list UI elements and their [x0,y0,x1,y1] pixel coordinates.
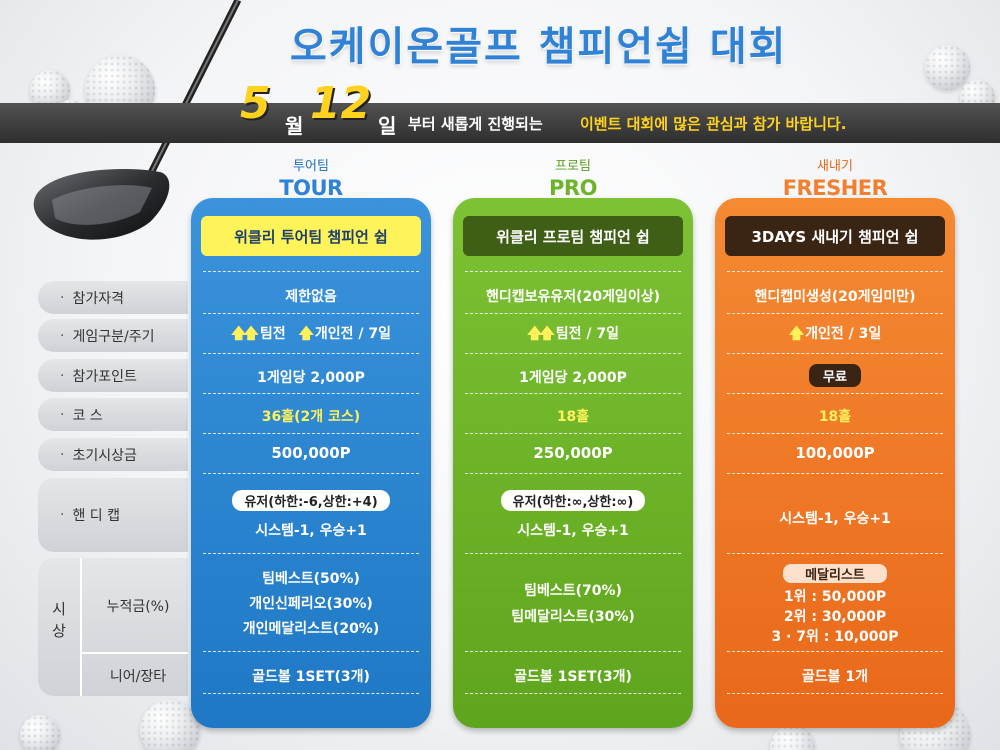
row-label-points: · 참가포인트 [38,359,188,392]
fresher-course: 18홀 [818,409,852,425]
tour-game-type: 🡅🡅 팀전 🡅 개인전 / 7일 [191,323,431,348]
team-handwritten-fresher: 새내기 [817,159,853,174]
pro-handicap-system: 시스템-1, 우승+1 [517,523,629,539]
tour-cumulative-2: 개인신페리오(30%) [249,596,373,612]
pro-qualification: 핸디캡보유유저(20게임이상) [486,289,660,305]
prize-title: 시 상 [52,600,66,640]
banner-day-unit: 일 [378,114,397,138]
fresher-points: 무료 [715,364,955,387]
tour-course: 36홀(2개 코스) [261,409,361,425]
announcement-banner [0,103,1000,143]
pro-points: 1게임당 2,000P [519,370,627,386]
team-icon: 🡅🡅 [230,324,259,342]
banner-text: 부터 새롭게 진행되는 [408,115,543,133]
row-label-near: 니어/장타 [109,669,167,685]
tour-qualification: 제한없음 [285,289,337,305]
fresher-medal-1: 1위 : 50,000P [783,589,887,605]
pro-initial-prize: 250,000P [533,444,613,462]
fresher-column: 3DAYS 새내기 챔피언 쉽 핸디캡미생성(20게임미만) 🡅 개인전 / 3일… [715,198,955,728]
banner-month-number: 5 [240,78,271,129]
fresher-handicap-system: 시스템-1, 우승+1 [779,511,891,527]
pro-course: 18홀 [556,409,590,425]
tour-handicap-range: 유저(하한:-6,상한:+4) [191,490,431,511]
pro-column: 위클리 프로팀 챔피언 쉽 핸디캡보유유저(20게임이상) 🡅🡅 팀전 / 7일 … [453,198,693,728]
tour-points: 1게임당 2,000P [257,370,365,386]
team-name-pro: PRO [549,176,597,200]
fresher-medalist-label: 메달리스트 [715,564,955,583]
tour-column: 위클리 투어팀 챔피언 쉽 제한없음 🡅🡅 팀전 🡅 개인전 / 7일 1게임당 2… [191,198,431,728]
row-label-cumulative: 누적금(%) [106,599,170,615]
row-label-initial-prize: · 초기시상금 [38,438,188,471]
pro-cumulative-2: 팀메달리스트(30%) [511,609,635,625]
row-label-course: · 코 스 [38,398,188,431]
row-label-qualification: · 참가자격 [38,281,188,314]
tour-cumulative-3: 개인메달리스트(20%) [242,621,380,637]
team-handwritten-tour: 투어팀 [293,159,329,174]
fresher-game-type: 🡅 개인전 / 3일 [715,323,955,348]
team-name-tour: TOUR [279,176,343,200]
row-label-game-type: · 게임구분/주기 [38,319,188,352]
divider [82,652,188,654]
team-name-fresher: FRESHER [782,176,888,200]
row-label-handicap: · 핸 디 캡 [38,478,188,552]
pro-near: 골드볼 1SET(3개) [514,669,632,685]
tour-near: 골드볼 1SET(3개) [252,669,370,685]
tour-handicap-system: 시스템-1, 우승+1 [255,523,367,539]
column-header-fresher: 3DAYS 새내기 챔피언 쉽 [725,216,945,256]
tour-initial-prize: 500,000P [271,444,351,462]
divider [80,558,82,696]
golf-ball-image [140,700,200,750]
fresher-initial-prize: 100,000P [795,444,875,462]
individual-icon: 🡅 [298,324,314,342]
banner-highlight-text: 이벤트 대회에 많은 관심과 참가 바랍니다. [580,115,847,133]
individual-icon: 🡅 [788,324,805,342]
fresher-near: 골드볼 1개 [801,669,869,685]
banner-day-number: 12 [310,78,372,129]
pro-game-type: 🡅🡅 팀전 / 7일 [453,323,693,348]
team-icon: 🡅🡅 [526,324,555,342]
banner-month-unit: 월 [285,114,304,138]
golf-ball-image [770,725,815,750]
column-header-pro: 위클리 프로팀 챔피언 쉽 [463,216,683,256]
fresher-qualification: 핸디캡미생성(20게임미만) [754,289,916,305]
fresher-medal-2: 2위 : 30,000P [783,609,887,625]
column-header-tour: 위클리 투어팀 챔피언 쉽 [201,216,421,256]
team-handwritten-pro: 프로팀 [555,159,591,174]
tour-cumulative-1: 팀베스트(50%) [262,571,360,587]
page-title: 오케이온골프 챔피언쉽 대회 [290,24,788,70]
fresher-medal-3: 3 · 7위 : 10,000P [771,629,899,645]
row-label-prize: 시 상 누적금(%) 니어/장타 [38,558,188,696]
pro-handicap-range: 유저(하한:∞,상한:∞) [453,490,693,511]
golf-ball-image [925,45,970,90]
pro-cumulative-1: 팀베스트(70%) [524,583,622,599]
golf-club-image [33,0,242,240]
golf-ball-image [20,715,60,750]
